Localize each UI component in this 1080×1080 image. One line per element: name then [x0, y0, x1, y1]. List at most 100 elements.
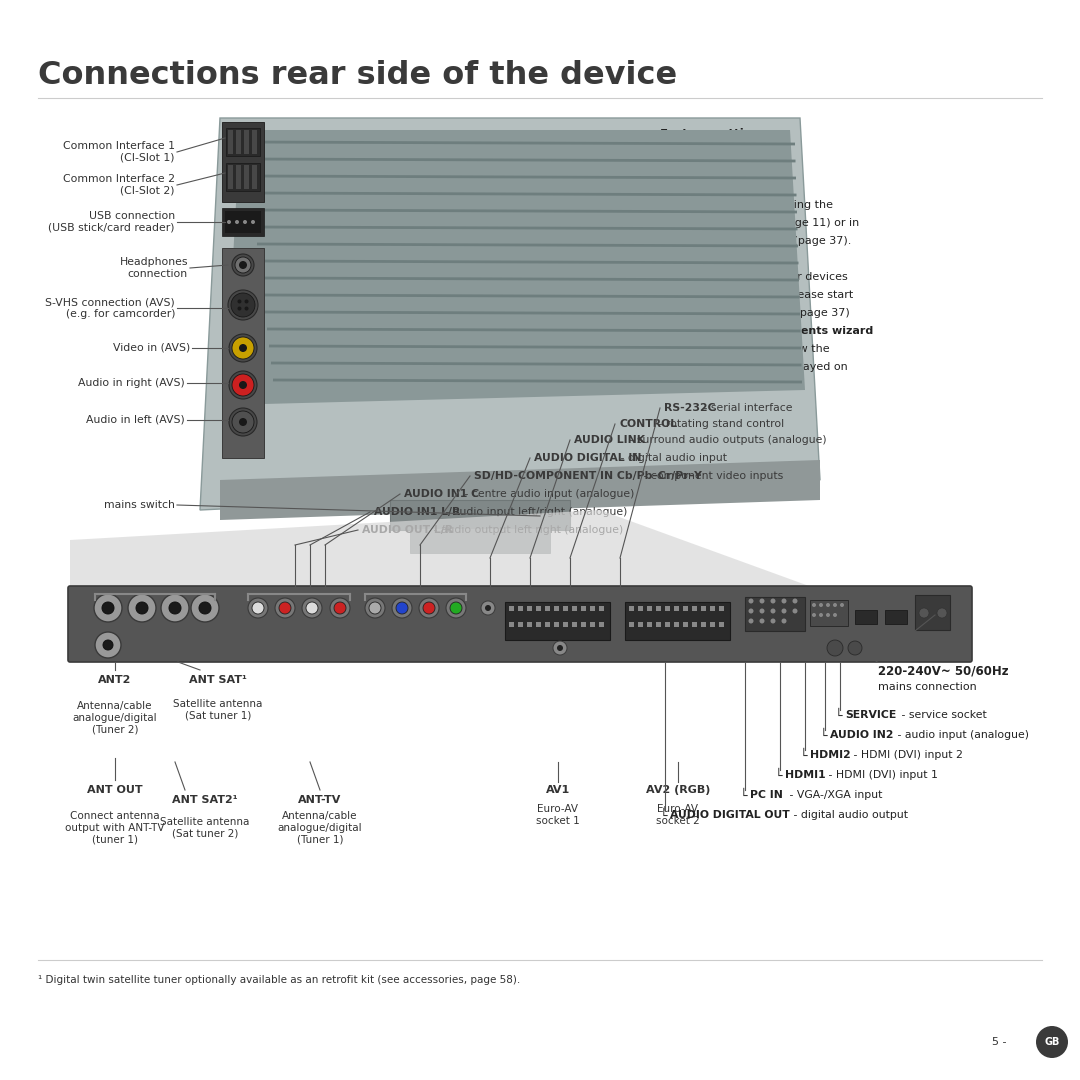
Bar [656, 622, 661, 627]
Text: - VGA-/XGA input: - VGA-/XGA input [786, 789, 882, 800]
Text: GB: GB [1044, 1037, 1059, 1047]
Text: instructions that are displayed on: instructions that are displayed on [660, 362, 848, 372]
Bar [225, 211, 261, 233]
Circle shape [239, 261, 247, 269]
Bar [915, 595, 950, 630]
Circle shape [770, 608, 775, 613]
Circle shape [557, 645, 563, 651]
Text: Common Interface 1
(CI-Slot 1): Common Interface 1 (CI-Slot 1) [63, 141, 175, 163]
Circle shape [481, 600, 495, 615]
Bar [527, 622, 532, 627]
Circle shape [243, 220, 247, 224]
Bar [599, 606, 604, 611]
Bar [674, 622, 679, 627]
Bar [590, 606, 595, 611]
Circle shape [306, 602, 318, 615]
Circle shape [251, 220, 255, 224]
Circle shape [161, 594, 189, 622]
Circle shape [136, 602, 148, 615]
Circle shape [793, 608, 797, 613]
Text: - HDMI (DVI) input 1: - HDMI (DVI) input 1 [825, 770, 937, 780]
Circle shape [94, 594, 122, 622]
Text: sound components wizard: sound components wizard [710, 326, 874, 336]
Text: RS-232C: RS-232C [664, 403, 716, 413]
Circle shape [103, 640, 113, 650]
Circle shape [244, 299, 248, 303]
Circle shape [819, 603, 823, 607]
Bar [656, 606, 661, 611]
Bar [719, 606, 724, 611]
Bar [647, 606, 652, 611]
Bar [674, 606, 679, 611]
Bar [563, 606, 568, 611]
Bar [599, 622, 604, 627]
Circle shape [748, 608, 754, 613]
Text: or make any changes, please start: or make any changes, please start [660, 291, 853, 300]
Text: AUDIO IN1 C: AUDIO IN1 C [404, 489, 480, 499]
Bar [701, 606, 706, 611]
Circle shape [446, 598, 465, 618]
Circle shape [129, 594, 156, 622]
Circle shape [812, 613, 816, 617]
Text: (page 37).: (page 37). [789, 237, 851, 246]
Circle shape [419, 598, 438, 618]
Text: - audio input (analogue): - audio input (analogue) [894, 730, 1029, 740]
Bar [228, 130, 233, 154]
Circle shape [848, 642, 862, 654]
Circle shape [819, 613, 823, 617]
Text: Video in (AVS): Video in (AVS) [112, 343, 190, 353]
Circle shape [485, 605, 491, 611]
Text: the: the [660, 237, 681, 246]
Text: Connect antenna
output with ANT-TV
(tuner 1): Connect antenna output with ANT-TV (tune… [65, 811, 165, 845]
Bar [222, 122, 264, 202]
Bar [625, 602, 730, 640]
Bar [222, 248, 264, 458]
Circle shape [759, 619, 765, 623]
Text: Antenna/cable
analogue/digital
(Tuner 1): Antenna/cable analogue/digital (Tuner 1) [278, 811, 362, 845]
Bar [885, 610, 907, 624]
Text: (page 41), and then follow the: (page 41), and then follow the [660, 345, 829, 354]
Bar [683, 606, 688, 611]
Bar [536, 606, 541, 611]
Circle shape [232, 411, 254, 433]
Text: AV2 (RGB): AV2 (RGB) [646, 785, 711, 795]
Text: the: the [660, 308, 681, 318]
Text: AUDIO OUT L/R: AUDIO OUT L/R [362, 525, 454, 535]
Text: Common Interface 2
(CI-Slot 2): Common Interface 2 (CI-Slot 2) [63, 174, 175, 195]
Bar [527, 606, 532, 611]
Circle shape [365, 598, 384, 618]
Text: AV2:: AV2: [660, 168, 690, 181]
Circle shape [423, 602, 435, 615]
Text: Headphones
connection: Headphones connection [120, 257, 188, 279]
Text: PC IN: PC IN [750, 789, 783, 800]
Text: S-VHS connection (AVS)
(e.g. for camcorder): S-VHS connection (AVS) (e.g. for camcord… [45, 297, 175, 319]
Text: └: └ [740, 789, 752, 804]
Circle shape [782, 598, 786, 604]
Circle shape [95, 632, 121, 658]
Bar [590, 622, 595, 627]
Text: the TV set.: the TV set. [660, 380, 720, 390]
Text: DVD recorder: DVD recorder [692, 168, 775, 181]
Text: mains connection: mains connection [878, 681, 976, 692]
Circle shape [826, 603, 831, 607]
Text: DVD player: DVD player [692, 150, 762, 163]
Circle shape [833, 613, 837, 617]
Bar [226, 163, 260, 191]
Circle shape [235, 220, 239, 224]
Circle shape [232, 254, 254, 276]
Text: ANT SAT¹: ANT SAT¹ [189, 675, 247, 685]
Bar [710, 606, 715, 611]
Circle shape [232, 374, 254, 396]
Bar [226, 129, 260, 156]
Text: USB connection
(USB stick/card reader): USB connection (USB stick/card reader) [49, 212, 175, 233]
Text: HDMI1: HDMI1 [785, 770, 825, 780]
Text: - audio output left right (analogue): - audio output left right (analogue) [430, 525, 623, 535]
Circle shape [235, 257, 251, 273]
Bar [665, 622, 670, 627]
Circle shape [239, 345, 247, 352]
Text: Before you connect other devices: Before you connect other devices [660, 272, 848, 282]
Circle shape [937, 608, 947, 618]
Text: SD/HD-COMPONENT IN Cb/Pb–Cr/Pr–Y: SD/HD-COMPONENT IN Cb/Pb–Cr/Pr–Y [474, 471, 702, 481]
Circle shape [369, 602, 381, 615]
Text: Antenna/cable
analogue/digital
(Tuner 2): Antenna/cable analogue/digital (Tuner 2) [72, 701, 158, 734]
